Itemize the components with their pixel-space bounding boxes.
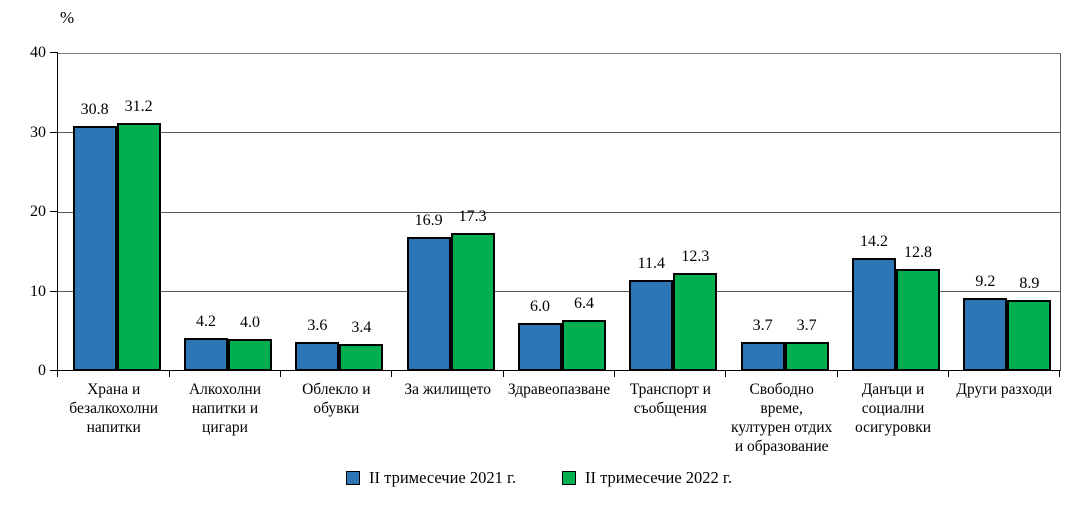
y-axis-tick — [50, 131, 58, 133]
y-axis-unit-label: % — [60, 8, 75, 27]
plot-area: 0 10 20 30 40 30.8 4.2 3.6 16.9 6.0 11.4 3.7 14.2 9.2… — [30, 44, 1061, 455]
bar-series2 — [896, 269, 940, 371]
bar-value-label: 3.7 — [752, 316, 773, 334]
y-axis-tick-label: 0 — [38, 362, 46, 379]
category-label: Транспорт и съобщения — [629, 381, 711, 417]
category-label: Облекло и обувки — [302, 381, 371, 417]
bar-series1 — [406, 236, 451, 371]
bar-series1 — [295, 342, 340, 371]
x-axis-tick — [279, 371, 281, 377]
bar-value-label: 31.2 — [124, 97, 153, 115]
category-label: За жилището — [404, 381, 492, 398]
x-axis-tick — [168, 371, 170, 377]
bar-value-label: 12.8 — [904, 244, 932, 262]
bar-series2 — [116, 122, 161, 371]
x-axis-tick — [947, 371, 949, 377]
y-axis-tick — [50, 370, 58, 372]
legend-label: II тримесечие 2022 г. — [585, 468, 732, 487]
y-axis-tick — [50, 52, 58, 54]
x-axis-tick — [502, 371, 504, 377]
bar-series2 — [562, 320, 606, 371]
bar-series2 — [673, 273, 718, 371]
bar-series2 — [784, 341, 829, 371]
bar-series2 — [450, 233, 495, 371]
x-axis-tick — [57, 371, 59, 377]
bar-series2 — [228, 339, 272, 371]
bar-series1 — [629, 280, 674, 371]
category-label: Алкохолни напитки и цигари — [188, 381, 262, 436]
bar-value-label: 3.4 — [351, 318, 372, 336]
gridline-30 — [58, 132, 1060, 133]
bar-series2 — [339, 343, 384, 371]
bar-value-label: 11.4 — [637, 255, 666, 273]
bar-value-label: 14.2 — [860, 233, 888, 251]
bar-series1 — [72, 126, 117, 371]
x-axis-tick — [836, 371, 838, 377]
bar-value-label: 16.9 — [414, 211, 443, 229]
legend-item-2: II тримесечие 2022 г. — [562, 468, 732, 488]
bar-series1 — [963, 297, 1008, 371]
gridline-10 — [58, 291, 1060, 292]
bar-value-label: 30.8 — [80, 101, 109, 119]
bar-value-label: 6.0 — [530, 298, 550, 316]
category-label: Здравеопазване — [507, 381, 611, 398]
x-axis-tick — [725, 371, 727, 377]
legend-label: II тримесечие 2021 г. — [369, 468, 516, 487]
bar-value-label: 6.4 — [574, 295, 594, 313]
y-axis-tick-label: 20 — [30, 203, 46, 220]
legend: II тримесечие 2021 г. II тримесечие 2022 … — [0, 468, 1078, 488]
gridline-20 — [58, 211, 1060, 213]
category-label: Свободно време, културен отдих и образовани… — [731, 381, 833, 455]
y-axis-tick-label: 30 — [30, 123, 46, 141]
gridline-40 — [58, 52, 1060, 54]
legend-swatch-icon — [562, 471, 576, 485]
bar-series1 — [184, 337, 228, 371]
bar-value-label: 3.6 — [307, 317, 328, 335]
x-axis-tick — [1059, 371, 1061, 377]
bar-value-label: 4.2 — [196, 312, 216, 330]
bar-series1 — [740, 341, 785, 371]
bar-value-label: 8.9 — [1019, 275, 1040, 293]
y-axis-tick — [50, 211, 58, 213]
bar-value-label: 12.3 — [681, 248, 710, 266]
legend-swatch-icon — [346, 471, 361, 485]
plot-right-border — [1059, 53, 1061, 371]
y-axis-tick — [50, 290, 58, 292]
x-axis-line — [58, 370, 1060, 372]
bar-value-label: 9.2 — [975, 272, 996, 290]
bar-value-label: 4.0 — [240, 314, 260, 332]
category-label: Данъци и социални осигуровки — [854, 381, 932, 436]
x-axis-tick — [613, 371, 615, 377]
y-axis-tick-label: 40 — [30, 44, 46, 61]
bar-value-label: 17.3 — [458, 208, 487, 226]
legend-item-1: II тримесечие 2021 г. — [346, 468, 516, 488]
bar-series2 — [1007, 300, 1052, 371]
y-axis-tick-label: 10 — [30, 282, 46, 300]
bar-series1 — [852, 258, 896, 371]
category-label: Храна и безалкохолни напитки — [69, 381, 159, 436]
bar-series1 — [518, 323, 562, 371]
category-label: Други разходи — [956, 381, 1053, 398]
bar-value-label: 3.7 — [796, 316, 817, 334]
y-axis-line — [57, 53, 59, 371]
x-axis-tick — [391, 371, 393, 377]
